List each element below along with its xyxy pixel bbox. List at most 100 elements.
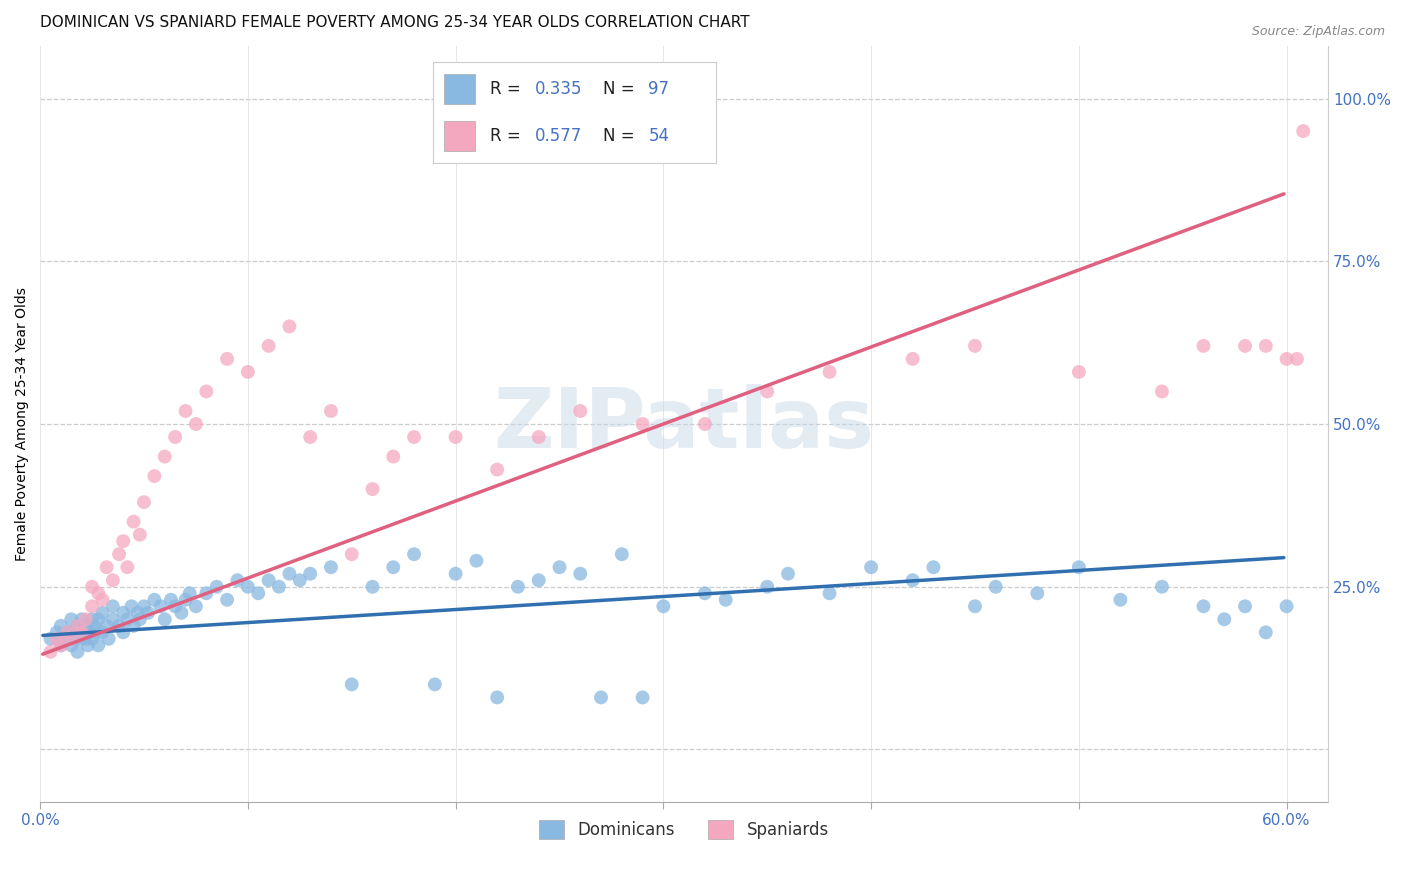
Point xyxy=(527,430,550,444)
Text: DOMINICAN VS SPANIARD FEMALE POVERTY AMONG 25-34 YEAR OLDS CORRELATION CHART: DOMINICAN VS SPANIARD FEMALE POVERTY AMO… xyxy=(41,15,749,30)
Point xyxy=(165,430,187,444)
Point xyxy=(143,592,166,607)
Point xyxy=(70,625,93,640)
Point xyxy=(527,573,550,587)
Point xyxy=(756,384,779,399)
Point xyxy=(610,547,633,561)
Point xyxy=(236,365,259,379)
Point xyxy=(402,430,425,444)
Point xyxy=(1275,599,1298,614)
Point xyxy=(60,632,83,646)
Point xyxy=(984,580,1007,594)
Point xyxy=(87,586,110,600)
Point xyxy=(101,612,124,626)
Point xyxy=(66,645,89,659)
Point xyxy=(1150,580,1173,594)
Point xyxy=(714,592,737,607)
Point xyxy=(693,417,716,431)
Point xyxy=(267,580,290,594)
Point xyxy=(80,632,103,646)
Point xyxy=(1254,625,1277,640)
Point xyxy=(66,619,89,633)
Point xyxy=(179,586,201,600)
Point xyxy=(776,566,799,581)
Point xyxy=(84,625,107,640)
Point xyxy=(65,632,87,646)
Point xyxy=(818,586,841,600)
Point xyxy=(165,599,187,614)
Point xyxy=(75,632,97,646)
Point xyxy=(361,482,384,496)
Point xyxy=(818,365,841,379)
Point xyxy=(112,606,135,620)
Point xyxy=(153,612,176,626)
Point xyxy=(128,612,150,626)
Point xyxy=(132,495,155,509)
Point xyxy=(143,469,166,483)
Point xyxy=(60,612,83,626)
Point xyxy=(174,404,197,418)
Point xyxy=(87,612,110,626)
Point xyxy=(60,638,83,652)
Point xyxy=(97,632,120,646)
Point xyxy=(70,625,93,640)
Point xyxy=(631,417,654,431)
Point xyxy=(91,625,114,640)
Point xyxy=(444,566,467,581)
Point xyxy=(257,339,280,353)
Point xyxy=(569,404,592,418)
Point xyxy=(1213,612,1236,626)
Legend: Dominicans, Spaniards: Dominicans, Spaniards xyxy=(533,814,835,847)
Point xyxy=(1026,586,1049,600)
Point xyxy=(340,677,363,691)
Point xyxy=(340,547,363,561)
Point xyxy=(288,573,311,587)
Point xyxy=(652,599,675,614)
Point xyxy=(108,547,131,561)
Point xyxy=(75,612,97,626)
Point xyxy=(195,384,218,399)
Point xyxy=(1192,599,1215,614)
Point xyxy=(174,592,197,607)
Point xyxy=(278,319,301,334)
Point xyxy=(319,560,342,574)
Point xyxy=(112,625,135,640)
Point xyxy=(39,645,62,659)
Point xyxy=(236,580,259,594)
Point xyxy=(922,560,945,574)
Point xyxy=(127,606,149,620)
Point xyxy=(1192,339,1215,353)
Point xyxy=(132,599,155,614)
Point xyxy=(1234,339,1257,353)
Point xyxy=(486,462,509,476)
Point xyxy=(101,573,124,587)
Point xyxy=(80,580,103,594)
Point xyxy=(299,430,322,444)
Point xyxy=(60,625,83,640)
Point xyxy=(195,586,218,600)
Point xyxy=(170,606,193,620)
Point xyxy=(136,606,159,620)
Point xyxy=(901,573,924,587)
Point xyxy=(160,592,183,607)
Point xyxy=(149,599,172,614)
Point xyxy=(128,527,150,541)
Point xyxy=(217,351,239,366)
Point xyxy=(70,612,93,626)
Point xyxy=(122,619,145,633)
Point xyxy=(1067,365,1090,379)
Point xyxy=(1292,124,1315,138)
Point xyxy=(693,586,716,600)
Point xyxy=(257,573,280,587)
Point xyxy=(247,586,270,600)
Point xyxy=(299,566,322,581)
Point xyxy=(70,632,93,646)
Point xyxy=(217,592,239,607)
Point xyxy=(91,606,114,620)
Point xyxy=(319,404,342,418)
Point xyxy=(153,450,176,464)
Point xyxy=(631,690,654,705)
Point xyxy=(963,339,986,353)
Point xyxy=(382,560,405,574)
Point xyxy=(901,351,924,366)
